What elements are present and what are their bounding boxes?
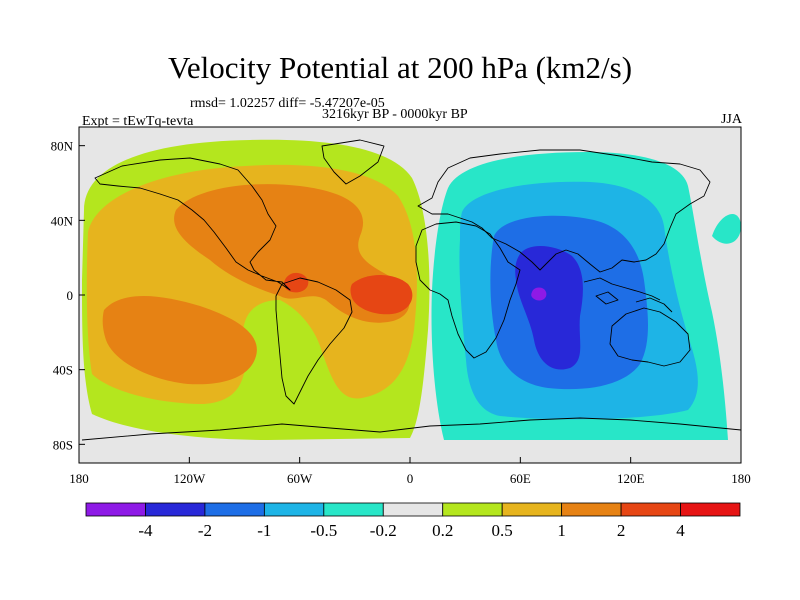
contour-region <box>284 272 309 293</box>
colorbar-label: -2 <box>198 521 212 540</box>
colorbar-label: -1 <box>257 521 271 540</box>
eurasia-outline <box>417 149 711 273</box>
contour-region <box>712 213 741 244</box>
contour-region <box>531 287 547 301</box>
colorbar-label: -0.5 <box>310 521 337 540</box>
velocity-potential-field <box>82 139 741 440</box>
colorbar-label: 2 <box>617 521 626 540</box>
africa-outline <box>415 221 521 359</box>
colorbar-swatch <box>442 502 503 517</box>
colorbar-swatch <box>263 502 325 517</box>
x-tick-label: 60W <box>287 471 313 486</box>
colorbar-swatch <box>382 502 444 517</box>
continent-outlines <box>81 139 741 441</box>
x-tick-label: 0 <box>407 471 414 486</box>
map-plot-area <box>79 127 741 463</box>
south-america-outline <box>275 277 353 405</box>
colorbar-swatch <box>680 502 741 517</box>
colorbar-label: 0.2 <box>432 521 453 540</box>
y-tick-label: 80S <box>53 437 73 452</box>
y-tick-label: 0 <box>67 288 74 303</box>
australia-outline <box>609 307 691 367</box>
y-axis: 80N 40N 0 40S 80S <box>51 139 85 452</box>
antarctica-outline <box>81 417 741 441</box>
experiment-label: Expt = tEwTq-tevta <box>82 114 194 129</box>
contour-region <box>515 245 583 370</box>
contour-region <box>102 296 257 385</box>
north-america-outline <box>94 157 291 291</box>
x-tick-label: 120W <box>173 471 206 486</box>
x-tick-label: 180 <box>69 471 89 486</box>
colorbar-label: 0.5 <box>492 521 513 540</box>
figure-title: Velocity Potential at 200 hPa (km2/s) <box>167 50 633 85</box>
colorbar-swatch <box>561 502 622 517</box>
period-text: 3216kyr BP - 0000kyr BP <box>322 107 468 122</box>
colorbar-label: 4 <box>676 521 685 540</box>
colorbar-swatch <box>620 502 681 517</box>
x-tick-label: 120E <box>617 471 645 486</box>
colorbar-swatch <box>85 502 146 517</box>
colorbar-label: 1 <box>557 521 566 540</box>
colorbar-label: -0.2 <box>370 521 397 540</box>
colorbar-swatch <box>501 502 563 517</box>
colorbar: -4 -2 -1 -0.5 -0.2 0.2 0.5 1 2 4 <box>85 502 741 540</box>
colorbar-swatch <box>204 502 265 517</box>
y-tick-label: 40S <box>53 363 73 378</box>
x-tick-label: 180 <box>731 471 751 486</box>
colorbar-swatch <box>145 502 206 517</box>
contour-region <box>174 184 410 323</box>
season-label: JJA <box>720 112 742 127</box>
colorbar-swatch <box>323 502 384 517</box>
maritime-continent-outline <box>583 277 673 313</box>
greenland-outline <box>321 139 385 185</box>
x-tick-label: 60E <box>510 471 531 486</box>
x-axis: 180 120W 60W 0 60E 120E 180 <box>69 457 751 486</box>
y-tick-label: 40N <box>51 213 74 228</box>
y-tick-label: 80N <box>51 139 74 154</box>
contour-region <box>350 275 413 315</box>
colorbar-label: -4 <box>138 521 153 540</box>
stats-text: rmsd= 1.02257 diff= -5.47207e-05 <box>190 96 385 111</box>
